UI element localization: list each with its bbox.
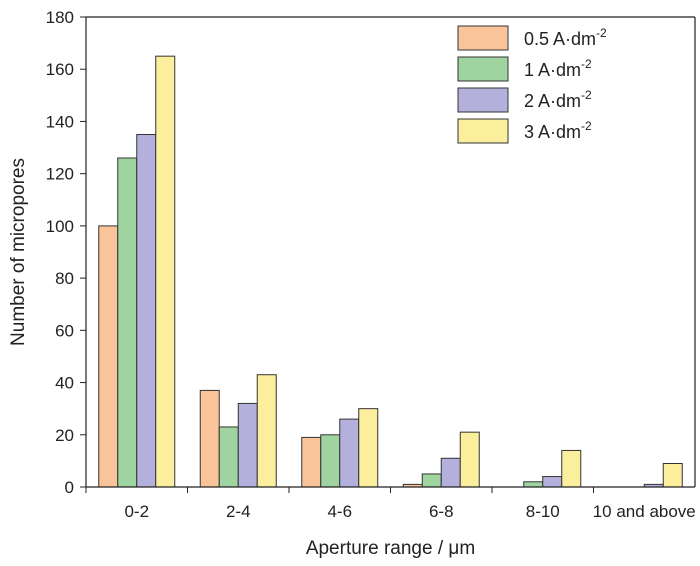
y-tick-label: 140 xyxy=(46,112,74,131)
axes-layer: 0-2 2-4 4-6 6-8 8-10 10 and above 0 20 40 60 80 100… xyxy=(46,8,696,521)
bar-4-0-2 xyxy=(155,55,176,488)
bar-2-6-8 xyxy=(421,473,442,488)
legend: 0.5 A·dm-2 1 A·dm-2 2 A·dm-2 3 A·dm-2 xyxy=(457,25,607,144)
x-tick-label: 2-4 xyxy=(226,502,251,521)
y-tick-label: 180 xyxy=(46,8,74,27)
legend-label-4: 3 A·dm-2 xyxy=(524,119,592,142)
bar-4-2-4 xyxy=(256,374,277,488)
bar-3-0-2 xyxy=(136,134,157,488)
bar-2-8-10 xyxy=(523,481,544,488)
x-tick-label: 6-8 xyxy=(429,502,454,521)
bar-4-4-6 xyxy=(358,408,379,488)
y-tick-label: 40 xyxy=(55,374,74,393)
bar-3-4-6 xyxy=(339,418,360,488)
legend-swatch-2 xyxy=(457,56,509,82)
x-tick-label: 10 and above xyxy=(593,502,696,521)
x-tick-label: 4-6 xyxy=(327,502,352,521)
bar-1-2-4 xyxy=(199,389,220,488)
legend-label-1: 0.5 A·dm-2 xyxy=(524,26,607,49)
bar-4-8-10 xyxy=(561,449,582,488)
y-tick-label: 80 xyxy=(55,269,74,288)
bar-2-0-2 xyxy=(117,157,138,488)
bar-3-2-4 xyxy=(237,402,258,488)
bar-1-4-6 xyxy=(301,436,322,488)
legend-label-3: 2 A·dm-2 xyxy=(524,88,592,111)
y-tick-label: 120 xyxy=(46,165,74,184)
y-axis-title: Number of micropores xyxy=(8,158,29,346)
y-tick-label: 20 xyxy=(55,426,74,445)
legend-swatch-3 xyxy=(457,87,509,113)
bar-2-2-4 xyxy=(218,426,239,488)
legend-swatch-1 xyxy=(457,25,509,51)
bar-4-10-and-above xyxy=(662,463,683,488)
y-tick-label: 60 xyxy=(55,321,74,340)
x-tick-label: 0-2 xyxy=(124,502,149,521)
legend-label-2: 1 A·dm-2 xyxy=(524,57,592,80)
bar-2-4-6 xyxy=(320,434,341,488)
bars-layer xyxy=(98,55,683,488)
y-tick-label: 0 xyxy=(65,478,74,497)
bar-1-0-2 xyxy=(98,225,119,488)
y-tick-label: 100 xyxy=(46,217,74,236)
x-tick-label: 8-10 xyxy=(526,502,560,521)
bar-4-6-8 xyxy=(459,431,480,488)
legend-swatch-4 xyxy=(457,118,509,144)
bar-3-6-8 xyxy=(440,457,461,488)
x-axis-title: Aperture range / μm xyxy=(306,538,475,559)
bar-3-8-10 xyxy=(542,476,563,488)
y-tick-label: 160 xyxy=(46,60,74,79)
